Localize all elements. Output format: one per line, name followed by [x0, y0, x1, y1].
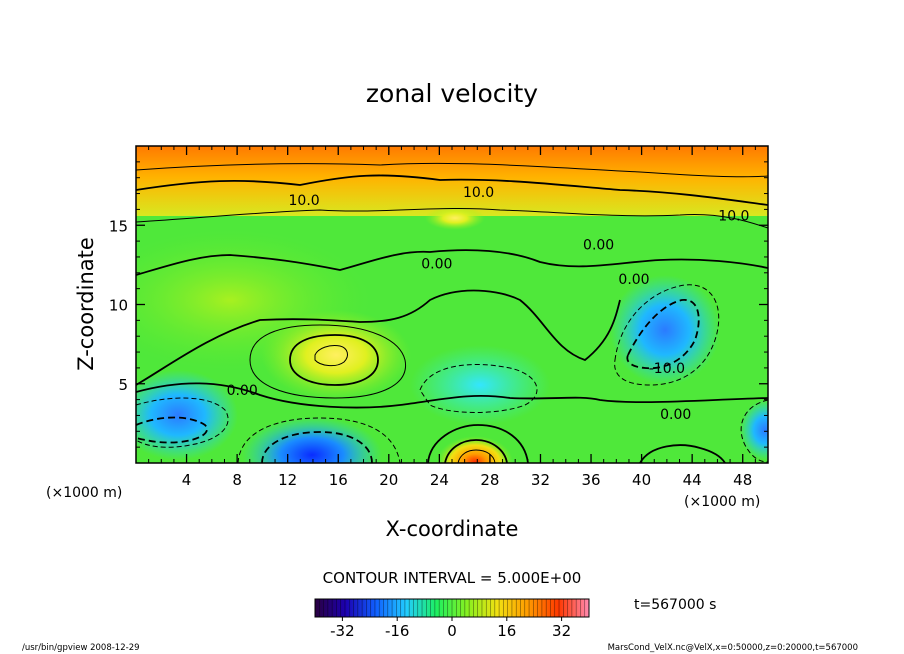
footer-left: /usr/bin/gpview 2008-12-29: [22, 643, 140, 653]
y-axis: 5 10 15: [109, 161, 768, 448]
contour-15-top: [136, 162, 768, 178]
x-tick-label: 32: [531, 471, 550, 489]
y-tick-label: 5: [118, 376, 128, 394]
contour-label: 10.0: [463, 185, 494, 201]
y-axis-title: Z-coordinate: [74, 237, 98, 371]
contour-10-jet: [289, 334, 379, 386]
x-tick-label: 12: [278, 471, 297, 489]
contour-5-jet-outer: [249, 324, 407, 399]
contour-0-bottom-right: [639, 444, 726, 463]
contour-label: 0.00: [660, 407, 691, 423]
contour-interval-label: CONTOUR INTERVAL = 5.000E+00: [323, 569, 582, 587]
contour-5-upper: [136, 207, 768, 229]
contour-neg5-cyan: [419, 363, 538, 413]
contour-label: 0.00: [583, 237, 614, 253]
contour-labels: 10.0 10.0 10.0 0.00 0.00 0.00 -10.0 0.00 0.00: [227, 185, 750, 423]
x-tick-label: 20: [379, 471, 398, 489]
field-jet-core-1: [261, 310, 411, 400]
x-unit-label-right: (×1000 m): [684, 494, 760, 510]
field-cyan-blob-1: [410, 345, 550, 425]
plot-area: [136, 146, 768, 463]
contour-label: 10.0: [289, 193, 320, 209]
x-axis-title: X-coordinate: [386, 517, 519, 541]
x-unit-label-left: (×1000 m): [46, 485, 122, 501]
x-tick-label: 8: [232, 471, 242, 489]
time-label: t=567000 s: [634, 597, 716, 613]
chart-title: zonal velocity: [366, 79, 538, 108]
contour-0-lower: [136, 382, 768, 409]
x-tick-label: 16: [329, 471, 348, 489]
contour-20-hot: [457, 449, 496, 463]
contour-15-jet: [314, 345, 348, 367]
y-tick-label: 10: [109, 297, 128, 315]
contour-label: 0.00: [618, 272, 649, 288]
colorbar-ticks: -32 -16 0 16 32: [330, 617, 571, 640]
colorbar-tick-label: 0: [447, 622, 457, 640]
contour-neg5-far-right: [740, 399, 768, 463]
field-yellow-blob-2: [425, 206, 485, 230]
colorbar-tick-label: 32: [552, 622, 571, 640]
field-blue-blob-4: [740, 400, 768, 460]
contour-lines: [136, 162, 768, 463]
footer-right: MarsCond_VelX.nc@VelX,x=0:50000,z=0:2000…: [608, 643, 858, 653]
x-tick-label: 28: [480, 471, 499, 489]
contour-label: 10.0: [718, 209, 749, 225]
contour-label: -10.0: [649, 361, 685, 377]
contour-0-upper: [136, 249, 768, 276]
contour-label: 0.00: [421, 256, 452, 272]
contour-10-upper: [136, 174, 768, 206]
x-tick-label: 48: [733, 471, 752, 489]
contour-neg5-left: [136, 397, 229, 448]
x-tick-label: 44: [683, 471, 702, 489]
x-tick-label: 24: [430, 471, 449, 489]
contour-0-jet: [136, 289, 621, 386]
x-tick-label: 40: [632, 471, 651, 489]
colorbar-tick-label: 16: [497, 622, 516, 640]
field-jet-core-2: [437, 436, 513, 463]
contour-label: 0.00: [227, 383, 258, 399]
y-tick-label: 15: [109, 217, 128, 235]
colorbar-tick-label: -16: [385, 622, 410, 640]
contour-0-hot: [427, 424, 529, 463]
x-axis: 4 8 12 16 20 24 28 32 36 40 44 48: [148, 146, 756, 489]
contour-neg10-right: [626, 299, 700, 370]
colorbar-tick-label: -32: [330, 622, 355, 640]
field-blue-blob-3: [242, 417, 382, 463]
contour-10-hot: [444, 439, 508, 463]
x-tick-label: 36: [581, 471, 600, 489]
contour-neg5-right: [614, 284, 720, 386]
contour-neg10-left: [136, 416, 208, 444]
field-blue-blob-2: [136, 370, 238, 460]
contour-neg5-bottom: [237, 417, 401, 463]
contour-neg10-bottom: [261, 431, 373, 463]
x-tick-label: 4: [182, 471, 192, 489]
colorbar-stripes: [318, 599, 586, 617]
